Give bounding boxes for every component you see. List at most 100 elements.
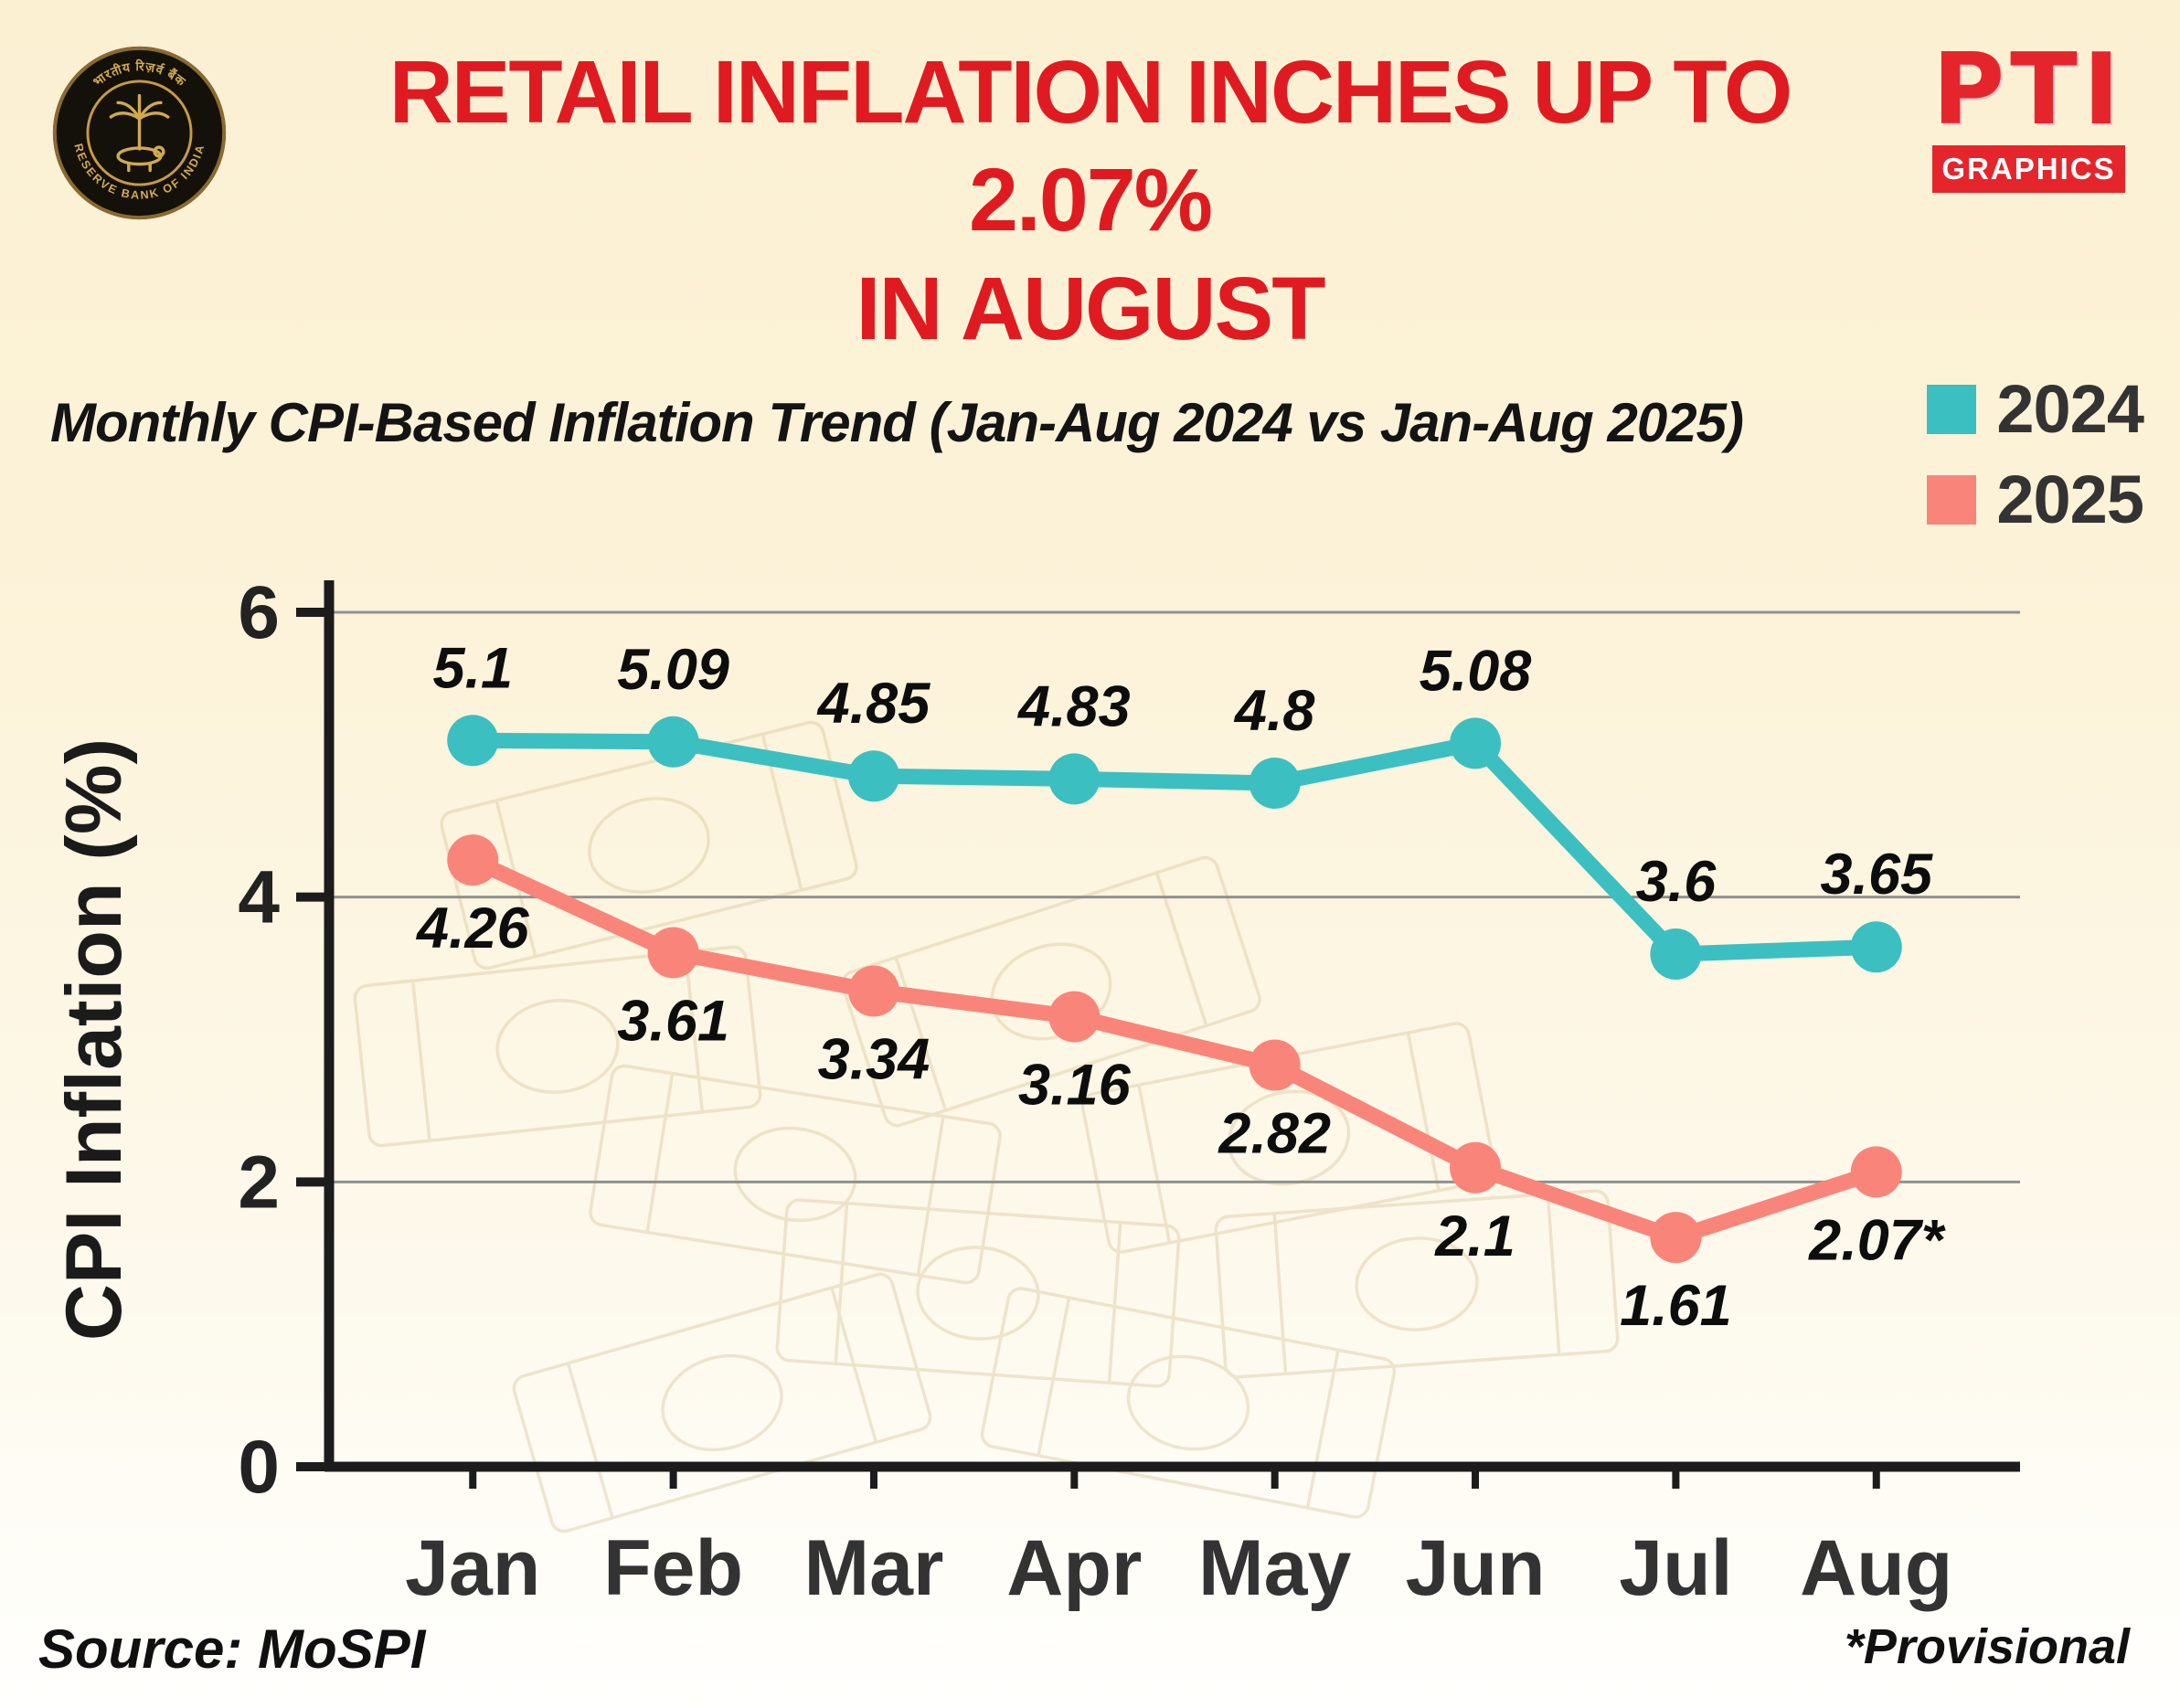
page-title: RETAIL INFLATION INCHES UP TO 2.07% IN A…: [277, 38, 1904, 363]
line: [834, 1203, 849, 1364]
ellipse: [661, 1353, 783, 1452]
value-label-2025-Aug: 2.07*: [1808, 1208, 1946, 1272]
value-label-2025-Jun: 2.1: [1434, 1204, 1515, 1268]
y-axis-title: CPI Inflation (%): [64, 738, 138, 1341]
rect: [589, 1064, 1002, 1285]
note-bundle-icon: [353, 945, 762, 1148]
line: [1546, 1193, 1561, 1355]
value-label-2025-Mar: 3.34: [818, 1028, 930, 1092]
ellipse: [1355, 1236, 1479, 1331]
x-axis-label: Jul: [1619, 1524, 1732, 1612]
rbi-logo: RESERVE BANK OF INDIA भारतीय रिज़र्व बैं…: [50, 44, 229, 222]
chart-subtitle: Monthly CPI-Based Inflation Trend (Jan-A…: [50, 392, 1744, 453]
value-label-2024-Feb: 5.09: [617, 638, 729, 702]
rect: [841, 855, 1261, 1128]
x-axis-label: May: [1198, 1524, 1351, 1612]
line-chart-canvas: 0 2 4 6 Jan Feb Mar Apr May Jun Jul Aug CPI Inflatio…: [50, 571, 2020, 1612]
series-line-2025: [464, 852, 1885, 1246]
value-label-2025-May: 2.82: [1218, 1102, 1331, 1166]
legend-item-2024: 2024: [1927, 370, 2144, 448]
data-point-2024-Jul: [1650, 928, 1702, 980]
data-point-2025-Feb: [647, 927, 699, 979]
source-note: Source: MoSPI: [38, 1618, 426, 1680]
cpi-inflation-line-chart: 0 2 4 6 Jan Feb Mar Apr May Jun Jul Aug CPI Inflatio…: [50, 535, 2139, 1645]
rect: [440, 720, 858, 971]
data-point-2024-May: [1249, 758, 1301, 809]
line: [410, 980, 431, 1141]
x-axis-label: Feb: [603, 1524, 743, 1612]
data-point-2024-Mar: [847, 750, 899, 802]
provisional-note: *Provisional: [1844, 1619, 2130, 1674]
x-axis-label: Apr: [1006, 1524, 1142, 1612]
rect: [512, 1272, 932, 1533]
value-label-2025-Jan: 4.26: [415, 896, 530, 960]
data-point-2025-Jul: [1650, 1212, 1702, 1264]
page-title-line1: RETAIL INFLATION INCHES UP TO 2.07%: [388, 42, 1793, 250]
note-bundle-icon: [980, 1287, 1397, 1519]
value-label-2025-Feb: 3.61: [617, 989, 729, 1053]
line: [1154, 872, 1208, 1026]
value-label-2024-Jun: 5.08: [1420, 639, 1532, 703]
ellipse: [916, 1246, 1040, 1341]
x-axis-label: Aug: [1800, 1524, 1952, 1612]
ellipse: [733, 1126, 857, 1223]
line: [1272, 1213, 1288, 1374]
line: [830, 1287, 878, 1443]
data-point-2024-Aug: [1850, 921, 1902, 973]
line: [916, 1116, 945, 1276]
page-title-line2: IN AUGUST: [856, 258, 1326, 358]
palm-tiger-icon: [109, 93, 170, 173]
pti-logo-letters: PTI: [1931, 33, 2125, 147]
data-point-2024-Jan: [447, 715, 499, 767]
value-label-2024-Apr: 4.83: [1016, 674, 1131, 738]
rbi-emblem-icon: RESERVE BANK OF INDIA भारतीय रिज़र्व बैं…: [52, 46, 227, 220]
note-bundle-icon: [775, 1198, 1181, 1388]
ellipse: [588, 797, 710, 894]
y-tick-label: 2: [238, 1140, 280, 1224]
note-bundle-icon: [512, 1272, 932, 1533]
value-label-2024-Aug: 3.65: [1820, 843, 1933, 907]
x-axis-label: Jan: [405, 1524, 540, 1612]
data-point-2025-Apr: [1048, 991, 1101, 1043]
line: [1137, 1084, 1172, 1244]
value-label-2024-Mar: 4.85: [816, 672, 931, 736]
rect: [980, 1287, 1397, 1519]
line: [1305, 1349, 1340, 1509]
data-point-2025-May: [1249, 1039, 1301, 1091]
series-line-2024: [464, 732, 1885, 962]
data-point-2024-Feb: [647, 716, 699, 768]
legend-swatch-2025: [1927, 474, 1977, 525]
data-point-2024-Jun: [1450, 717, 1502, 769]
x-axis-label: Jun: [1406, 1524, 1546, 1612]
value-label-2024-Jul: 3.6: [1636, 850, 1717, 914]
line: [566, 1363, 614, 1519]
y-tick-label: 4: [238, 856, 280, 939]
pti-graphics-logo: PTI GRAPHICS: [1931, 33, 2125, 193]
value-label-2024-May: 4.8: [1233, 679, 1315, 743]
rect: [775, 1198, 1181, 1388]
rect: [353, 945, 762, 1148]
currency-watermark-icon: [353, 720, 1620, 1533]
line: [1406, 1032, 1441, 1192]
line: [684, 951, 705, 1113]
data-point-2025-Jun: [1450, 1141, 1502, 1193]
data-point-2025-Aug: [1850, 1146, 1902, 1198]
note-bundle-icon: [1214, 1189, 1620, 1379]
x-axis-label: Mar: [803, 1524, 943, 1612]
value-label-2025-Apr: 3.16: [1018, 1054, 1132, 1118]
y-tick-label: 6: [238, 571, 280, 654]
value-label-2024-Jan: 5.1: [432, 636, 513, 700]
line: [1107, 1222, 1122, 1384]
rect: [1214, 1189, 1620, 1379]
line: [894, 957, 948, 1111]
line: [645, 1073, 675, 1233]
chart-legend: 2024 2025: [1927, 370, 2144, 538]
value-label-2025-Jul: 1.61: [1620, 1274, 1732, 1338]
line: [1037, 1297, 1071, 1457]
ellipse: [495, 999, 620, 1094]
legend-label-2025: 2025: [1996, 461, 2144, 537]
legend-label-2024: 2024: [1996, 371, 2144, 447]
pti-logo-graphics-label: GRAPHICS: [1931, 144, 2125, 193]
ellipse: [1126, 1354, 1250, 1451]
note-bundle-icon: [589, 1064, 1002, 1285]
